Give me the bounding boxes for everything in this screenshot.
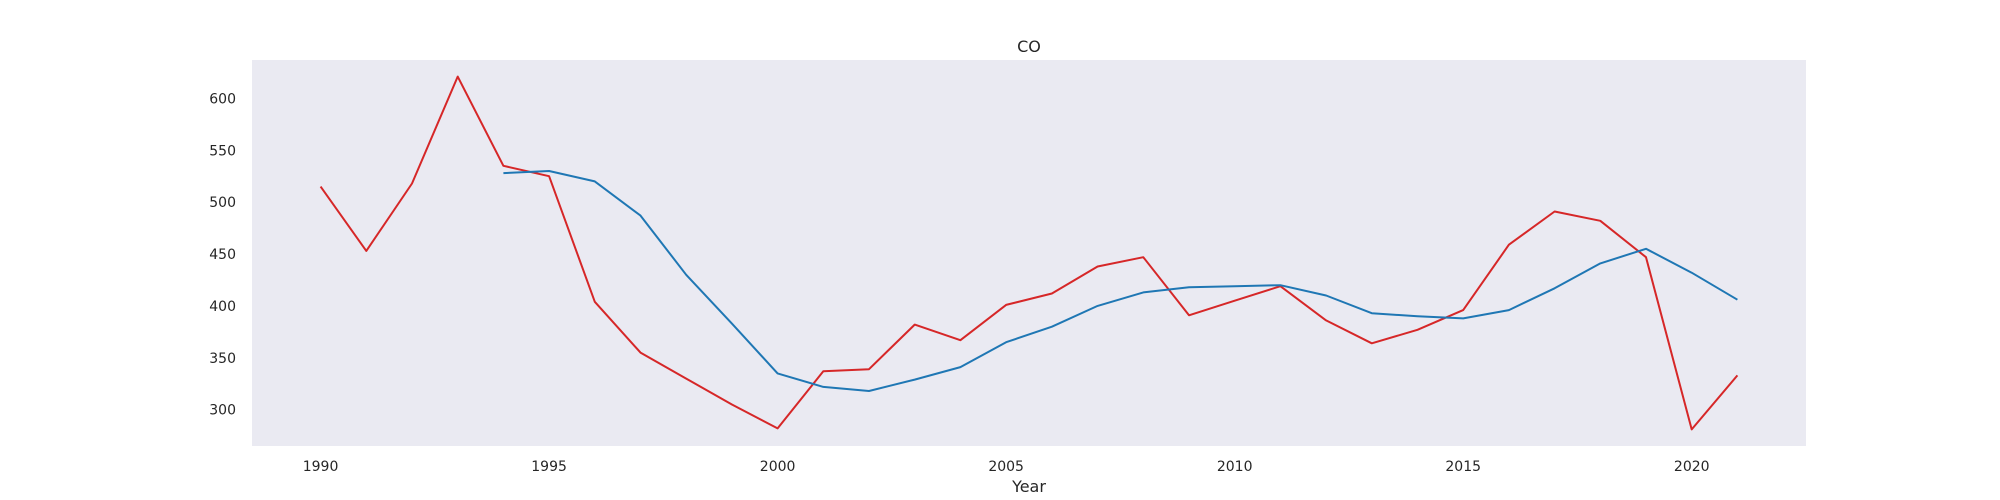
y-tick-label: 450	[209, 247, 236, 263]
y-axis-ticks: 300 350 400 450 500 550 600	[209, 91, 236, 418]
x-tick-label: 1995	[531, 459, 567, 475]
series-line-2	[503, 170, 1738, 392]
series-line-1	[319, 75, 1739, 431]
y-tick-label: 400	[209, 299, 236, 315]
x-axis-label: Year	[1011, 477, 1046, 496]
chart-title: CO	[1017, 37, 1041, 56]
x-axis-ticks: 1990 1995 2000 2005 2010 2015 2020	[303, 459, 1710, 475]
x-tick-label: 2020	[1674, 459, 1710, 475]
x-tick-label: 1990	[303, 459, 339, 475]
y-tick-label: 500	[209, 195, 236, 211]
y-tick-label: 550	[209, 143, 236, 159]
y-tick-label: 600	[209, 91, 236, 107]
series-layer	[319, 75, 1739, 431]
x-tick-label: 2005	[988, 459, 1024, 475]
y-tick-label: 350	[209, 351, 236, 367]
x-tick-label: 2015	[1445, 459, 1481, 475]
plot-area	[252, 60, 1806, 446]
x-tick-label: 2010	[1217, 459, 1253, 475]
x-tick-label: 2000	[760, 459, 796, 475]
y-tick-label: 300	[209, 403, 236, 419]
